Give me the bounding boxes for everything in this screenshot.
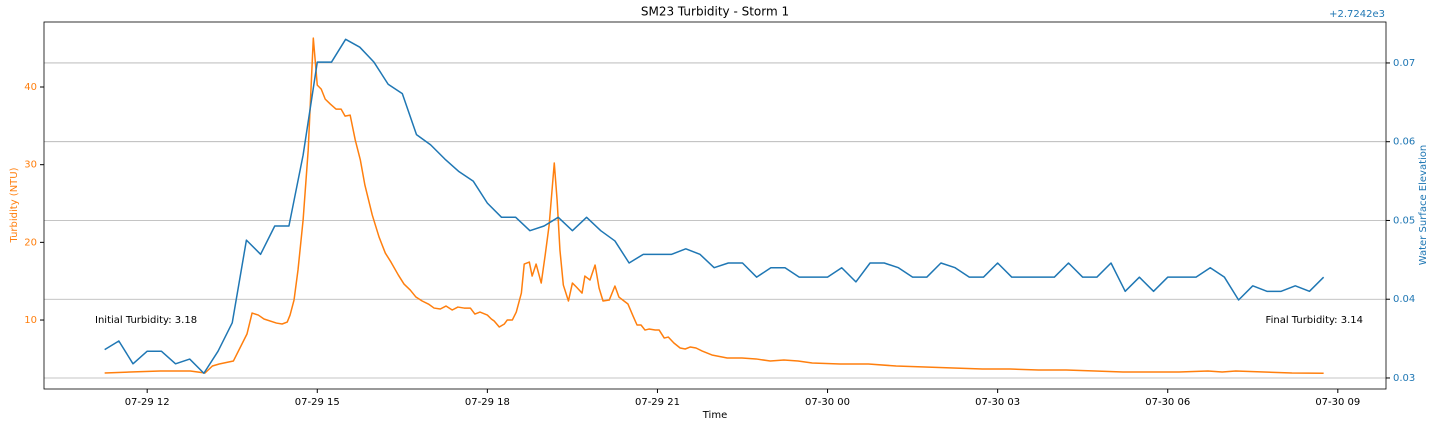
y-tick-label: 40 (24, 82, 37, 93)
y2-tick-label: 0.06 (1393, 137, 1415, 148)
x-tick-label: 07-30 03 (975, 397, 1020, 408)
x-tick-label: 07-30 09 (1315, 397, 1360, 408)
x-tick-label: 07-29 15 (295, 397, 340, 408)
y-tick-label: 30 (24, 160, 37, 171)
y2-tick-label: 0.07 (1393, 58, 1415, 69)
y-tick-label: 20 (24, 237, 37, 248)
x-tick-label: 07-30 06 (1145, 397, 1190, 408)
x-tick-label: 07-29 21 (635, 397, 680, 408)
y2-axis-label: Water Surface Elevation (1418, 145, 1429, 265)
annotation: Initial Turbidity: 3.18 (95, 315, 197, 326)
x-tick-label: 07-30 00 (805, 397, 850, 408)
chart-title: SM23 Turbidity - Storm 1 (641, 5, 789, 19)
y2-offset: +2.7242e3 (1329, 9, 1385, 20)
y-tick-label: 10 (24, 315, 37, 326)
y2-tick-label: 0.04 (1393, 294, 1415, 305)
x-axis-label: Time (702, 410, 727, 421)
plot-frame (43, 21, 1387, 390)
annotation: Final Turbidity: 3.14 (1266, 315, 1363, 326)
y-axis-label: Turbidity (NTU) (9, 167, 20, 243)
x-tick-label: 07-29 18 (465, 397, 510, 408)
line (104, 38, 1325, 374)
line (104, 37, 1324, 375)
y2-tick-label: 0.05 (1393, 215, 1415, 226)
y2-tick-label: 0.03 (1393, 373, 1415, 384)
x-tick-label: 07-29 12 (125, 397, 170, 408)
